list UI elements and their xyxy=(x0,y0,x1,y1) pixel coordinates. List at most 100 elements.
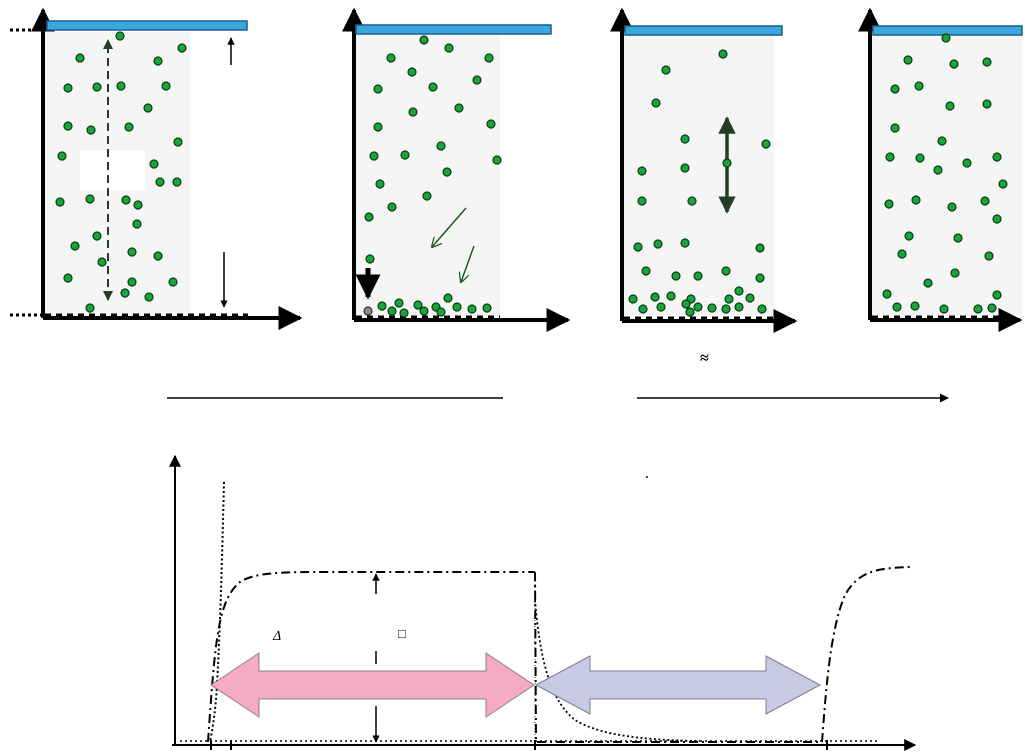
particle xyxy=(443,293,453,303)
particle xyxy=(422,191,432,201)
particle xyxy=(681,299,691,309)
cell-2-drift-arrow-2 xyxy=(461,245,475,282)
particle xyxy=(638,304,648,314)
particle xyxy=(721,266,731,276)
particle xyxy=(757,304,767,314)
particle xyxy=(120,288,130,298)
particle xyxy=(693,302,703,312)
particle xyxy=(369,151,379,161)
particle xyxy=(685,307,695,317)
particle xyxy=(387,306,397,316)
particle xyxy=(127,277,137,287)
particle xyxy=(897,249,907,259)
particle xyxy=(761,139,771,149)
particle xyxy=(650,292,660,302)
particle xyxy=(442,167,452,177)
particle xyxy=(436,141,446,151)
particle xyxy=(724,294,734,304)
particle xyxy=(904,231,914,241)
particle xyxy=(486,119,496,129)
particle xyxy=(168,277,178,287)
particle xyxy=(115,31,125,41)
particle xyxy=(707,303,717,313)
particle xyxy=(653,239,663,249)
particle xyxy=(124,122,134,132)
dashdot-curve-fall xyxy=(534,571,820,743)
cell-panel-2 xyxy=(342,7,571,332)
particle xyxy=(890,123,900,133)
particle xyxy=(671,271,681,281)
dotted-decay-curve xyxy=(534,599,701,742)
particle xyxy=(745,293,755,303)
particle xyxy=(937,136,947,146)
particle xyxy=(721,304,731,314)
particle xyxy=(116,81,126,91)
particle xyxy=(962,158,972,168)
particle xyxy=(153,56,163,66)
cell-3-particles xyxy=(628,49,771,317)
particle xyxy=(915,153,925,163)
delta-symbol: Δ xyxy=(272,629,281,644)
particle xyxy=(407,67,417,77)
particle xyxy=(86,125,96,135)
particle xyxy=(984,251,994,261)
cell-panel-4 xyxy=(858,7,1023,332)
particle xyxy=(492,155,502,165)
particle xyxy=(386,53,396,63)
particle xyxy=(454,103,464,113)
particle xyxy=(375,179,385,189)
particle xyxy=(923,278,933,288)
particle xyxy=(132,219,142,229)
particle xyxy=(992,152,1002,162)
particle xyxy=(365,254,375,264)
particle xyxy=(484,53,494,63)
particle xyxy=(387,202,397,212)
particle xyxy=(428,82,438,92)
particle xyxy=(63,273,73,283)
particle xyxy=(377,301,387,311)
cell-4-interior xyxy=(872,35,1022,315)
particle xyxy=(734,302,744,312)
particle xyxy=(680,163,690,173)
particle xyxy=(399,308,409,318)
particle xyxy=(452,302,462,312)
particle xyxy=(755,243,765,253)
particle xyxy=(933,165,943,175)
particle xyxy=(910,301,920,311)
particle xyxy=(143,103,153,113)
particle xyxy=(436,307,446,317)
particle xyxy=(693,271,703,281)
particle xyxy=(400,150,410,160)
cell-4-top-electrode xyxy=(872,25,1023,36)
particle xyxy=(722,158,732,168)
particle xyxy=(941,33,951,43)
particle xyxy=(914,81,924,91)
particle xyxy=(153,251,163,261)
signal-graph: Δ □ . xyxy=(169,454,917,751)
particle xyxy=(656,302,666,312)
particle xyxy=(394,298,404,308)
particle xyxy=(55,197,65,207)
particle xyxy=(373,84,383,94)
particle xyxy=(637,196,647,206)
particle xyxy=(628,294,638,304)
cell-1-label-blank xyxy=(80,150,145,190)
particle xyxy=(734,286,744,296)
cell-4-particles xyxy=(882,33,1008,314)
inactive-particle xyxy=(363,306,373,316)
dashdot-curve-rise xyxy=(207,571,535,743)
particle xyxy=(155,177,165,187)
particle xyxy=(718,49,728,59)
particle xyxy=(633,242,643,252)
particle xyxy=(882,289,892,299)
particle xyxy=(92,231,102,241)
particle xyxy=(987,303,997,313)
particle xyxy=(992,214,1002,224)
particle xyxy=(641,266,651,276)
particle xyxy=(661,65,671,75)
particle xyxy=(890,84,900,94)
particle xyxy=(992,290,1002,300)
particle xyxy=(92,82,102,92)
particle xyxy=(177,43,187,53)
